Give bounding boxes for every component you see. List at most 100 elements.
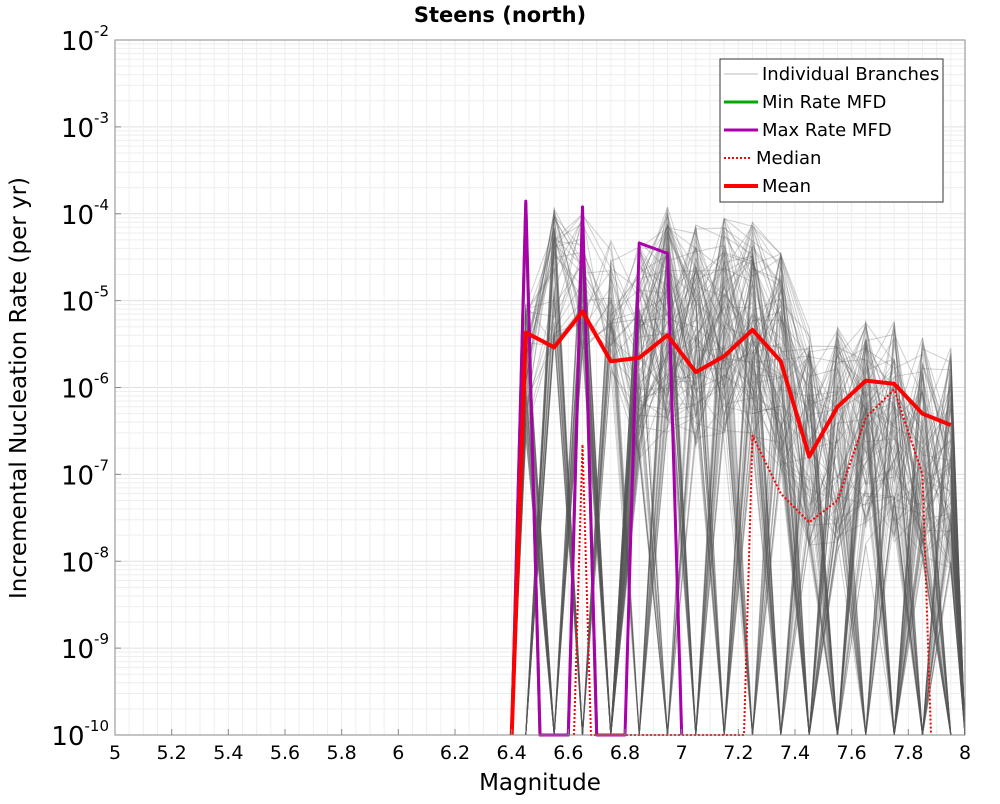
y-tick-label: 10-10 [51, 717, 109, 752]
branch-curve [511, 235, 966, 736]
y-tick-label: 10-3 [61, 109, 109, 144]
branch-curve [511, 224, 966, 736]
legend-entry-min-rate-mfd-label: Min Rate MFD [762, 92, 886, 113]
branch-curve [511, 214, 965, 736]
branch-curve [511, 258, 966, 736]
branch-curve [511, 268, 966, 736]
x-axis-ticks: 5 5.2 5.4 5.6 5.8 6 6.2 6.4 6.6 6.8 7 7.2 7.4 7.6 7.8 8 [109, 729, 971, 764]
x-tick-label: 6 [392, 742, 404, 764]
branch-curve [511, 228, 965, 736]
branch-curve [511, 242, 966, 736]
x-tick-label: 7.4 [780, 742, 810, 764]
y-tick-base: 10 [61, 27, 94, 57]
branch-curve [511, 274, 966, 736]
x-tick-label: 7.6 [837, 742, 867, 764]
y-tick-base: 10 [61, 114, 94, 144]
branch-curve [511, 217, 965, 736]
x-tick-label: 7.2 [723, 742, 753, 764]
x-tick-label: 5.2 [157, 742, 187, 764]
branch-curve [511, 235, 965, 736]
y-tick-exponent: -7 [94, 456, 109, 474]
y-tick-exponent: -4 [94, 196, 109, 214]
x-tick-label: 8 [959, 742, 971, 764]
branch-curve [511, 207, 966, 736]
branch-curve [511, 222, 966, 736]
branch-curve [511, 235, 966, 736]
legend-entry-individual-branches-label: Individual Branches [762, 64, 939, 85]
y-tick-exponent: -10 [85, 717, 110, 735]
branch-curve [511, 218, 966, 736]
branch-curve [511, 276, 966, 736]
branch-curve [511, 260, 966, 736]
branch-curve [511, 223, 966, 736]
branch-curve [511, 227, 965, 736]
branch-curve [511, 221, 966, 736]
branch-curve [511, 253, 966, 736]
branch-curve [511, 243, 966, 736]
branch-curve [511, 224, 966, 736]
y-tick-label: 10-7 [61, 456, 109, 491]
y-tick-base: 10 [61, 461, 94, 491]
branch-curve [511, 227, 965, 736]
y-tick-label: 10-4 [61, 196, 109, 231]
y-tick-label: 10-8 [61, 543, 109, 578]
x-axis-label: Magnitude [479, 770, 601, 796]
y-tick-base: 10 [61, 288, 94, 318]
branch-curve [511, 207, 965, 736]
x-tick-label: 5.6 [270, 742, 300, 764]
branch-curve [511, 230, 966, 736]
branch-curve [511, 215, 966, 736]
branch-curve [511, 216, 965, 736]
branch-curve [511, 232, 966, 736]
x-tick-label: 6.6 [553, 742, 583, 764]
branch-curve [511, 249, 966, 736]
x-tick-label: 5.4 [213, 742, 243, 764]
series-max-rate-mfd-line [510, 199, 684, 737]
series-median-line [573, 388, 932, 736]
branch-curve [511, 230, 965, 736]
branch-curve [511, 214, 966, 736]
branch-curve [511, 215, 965, 736]
branch-curve [511, 267, 965, 736]
series-lines [509, 199, 952, 737]
branch-curve [511, 249, 965, 736]
legend-entry-median-label: Median [756, 148, 821, 169]
x-tick-label: 5.8 [327, 742, 357, 764]
y-tick-exponent: -8 [94, 543, 109, 561]
y-tick-label: 10-5 [61, 283, 109, 318]
y-axis-ticks: 10-210-310-410-510-610-710-810-910-10 [51, 22, 121, 752]
legend-entry-max-rate-mfd-label: Max Rate MFD [762, 120, 892, 141]
y-tick-exponent: -2 [94, 22, 109, 40]
branch-curve [511, 252, 966, 736]
branch-curve [511, 209, 966, 736]
y-tick-exponent: -6 [94, 370, 109, 388]
branch-curve [511, 237, 966, 736]
y-tick-base: 10 [61, 635, 94, 665]
y-tick-exponent: -9 [94, 630, 109, 648]
x-tick-label: 6.8 [610, 742, 640, 764]
y-tick-label: 10-9 [61, 630, 109, 665]
branch-curve [511, 292, 966, 736]
branch-curve [511, 245, 966, 736]
branch-curve [511, 226, 966, 736]
branch-curve [511, 246, 965, 736]
y-tick-label: 10-2 [61, 22, 109, 57]
series-mean-line [509, 309, 952, 736]
y-tick-label: 10-6 [61, 370, 109, 405]
branch-curve [511, 213, 966, 736]
y-tick-exponent: -3 [94, 109, 109, 127]
y-tick-base: 10 [51, 722, 84, 752]
branch-curve [511, 216, 966, 736]
branch-curve [511, 224, 966, 736]
chart-title: Steens (north) [414, 3, 586, 27]
branch-curve [511, 221, 966, 736]
branch-curve [511, 213, 966, 736]
y-tick-base: 10 [61, 548, 94, 578]
legend: Individual Branches Min Rate MFD Max Rate … [719, 58, 944, 203]
y-tick-exponent: -5 [94, 283, 109, 301]
branch-curve [511, 240, 966, 736]
branch-curve [511, 221, 966, 736]
branch-curve [511, 214, 965, 736]
